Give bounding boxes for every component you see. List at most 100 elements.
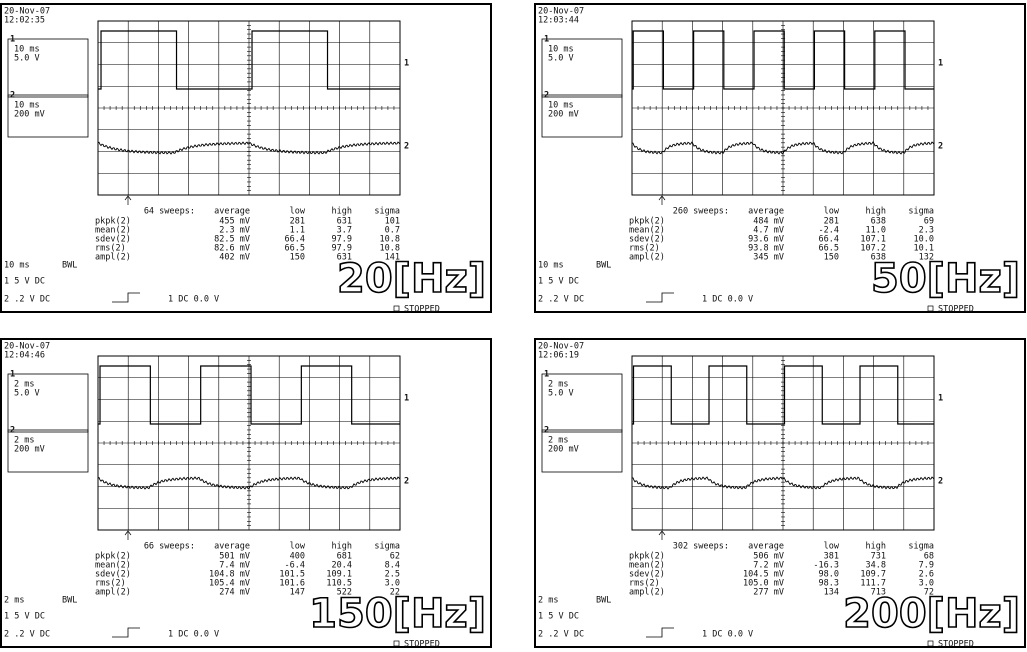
sweeps: 64 sweeps: bbox=[144, 207, 195, 217]
frequency-label: 150[Hz] bbox=[309, 591, 486, 637]
status-box bbox=[394, 641, 399, 646]
stats-header: high bbox=[866, 542, 886, 552]
stats-cell: 402 mV bbox=[219, 253, 250, 263]
trigger: 1 DC 0.0 V bbox=[702, 630, 753, 640]
channel-label: 1 bbox=[10, 370, 15, 380]
frequency-label: 50[Hz] bbox=[871, 256, 1020, 302]
stats-cell: 134 bbox=[824, 588, 839, 598]
screen: {"panels": [ {"date": "20-Nov-07", "time… bbox=[0, 0, 1027, 650]
sweeps: 66 sweeps: bbox=[144, 542, 195, 552]
volt-div: 200 mV bbox=[548, 110, 579, 120]
stats-cell: ampl(2) bbox=[629, 253, 665, 263]
channel-marker: 2 bbox=[404, 477, 409, 487]
volt-div: 200 mV bbox=[548, 445, 579, 455]
stats-cell: 274 mV bbox=[219, 588, 250, 598]
channel-marker: 1 bbox=[404, 394, 409, 404]
scope-panel: 20-Nov-0712:03:44110 ms5.0 V210 ms200 mV… bbox=[534, 3, 1026, 313]
stats-header: sigma bbox=[374, 542, 400, 552]
stats-header: sigma bbox=[908, 207, 934, 217]
volt-div: 200 mV bbox=[14, 445, 45, 455]
stats-cell: 150 bbox=[290, 253, 305, 263]
stats-cell: 345 mV bbox=[753, 253, 784, 263]
ch2-setting: 2 .2 V DC bbox=[538, 630, 584, 640]
channel-marker: 2 bbox=[404, 142, 409, 152]
stats-cell: 277 mV bbox=[753, 588, 784, 598]
channel-label: 2 bbox=[544, 426, 549, 436]
ch1-setting: 1 5 V DC bbox=[538, 277, 579, 287]
trigger-arrow bbox=[659, 196, 665, 205]
stats-cell: 147 bbox=[290, 588, 305, 598]
stats-header: sigma bbox=[374, 207, 400, 217]
stats-header: high bbox=[332, 207, 352, 217]
channel-marker: 1 bbox=[938, 394, 943, 404]
stats-header: average bbox=[748, 542, 784, 552]
trigger: 1 DC 0.0 V bbox=[702, 295, 753, 305]
ch1-setting: 1 5 V DC bbox=[4, 612, 45, 622]
scope-screen: 20-Nov-0712:04:4612 ms5.0 V22 ms200 mV12… bbox=[0, 338, 492, 648]
status: STOPPED bbox=[404, 640, 440, 649]
stats-header: low bbox=[290, 207, 306, 217]
channel-marker: 1 bbox=[404, 59, 409, 69]
bwl: BWL bbox=[596, 596, 611, 606]
scope-panel: 20-Nov-0712:02:35110 ms5.0 V210 ms200 mV… bbox=[0, 3, 492, 313]
time: 12:04:46 bbox=[4, 351, 45, 361]
volt-div: 5.0 V bbox=[14, 389, 40, 399]
frequency-label: 20[Hz] bbox=[337, 256, 486, 302]
timebase: 2 ms bbox=[538, 596, 558, 606]
timebase: 2 ms bbox=[4, 596, 24, 606]
ch2-setting: 2 .2 V DC bbox=[4, 630, 50, 640]
status: STOPPED bbox=[938, 305, 974, 314]
ch1-setting: 1 5 V DC bbox=[4, 277, 45, 287]
scope-panel: 20-Nov-0712:04:4612 ms5.0 V22 ms200 mV12… bbox=[0, 338, 492, 648]
stats-header: average bbox=[748, 207, 784, 217]
ch2-setting: 2 .2 V DC bbox=[4, 295, 50, 305]
channel-label: 1 bbox=[10, 35, 15, 45]
status: STOPPED bbox=[938, 640, 974, 649]
volt-div: 200 mV bbox=[14, 110, 45, 120]
status-box bbox=[928, 306, 933, 311]
time: 12:03:44 bbox=[538, 16, 579, 26]
trigger: 1 DC 0.0 V bbox=[168, 630, 219, 640]
ch1-setting: 1 5 V DC bbox=[538, 612, 579, 622]
channel-marker: 2 bbox=[938, 477, 943, 487]
trigger-icon bbox=[646, 628, 674, 637]
channel-marker: 1 bbox=[938, 59, 943, 69]
trigger-arrow bbox=[125, 196, 131, 205]
trigger-icon bbox=[646, 293, 674, 302]
sweeps: 260 sweeps: bbox=[673, 207, 729, 217]
stats-header: high bbox=[332, 542, 352, 552]
trigger-icon bbox=[112, 628, 140, 637]
time: 12:06:19 bbox=[538, 351, 579, 361]
scope-screen: 20-Nov-0712:03:44110 ms5.0 V210 ms200 mV… bbox=[534, 3, 1026, 313]
stats-cell: ampl(2) bbox=[629, 588, 665, 598]
stats-header: sigma bbox=[908, 542, 934, 552]
timebase: 10 ms bbox=[538, 261, 564, 271]
stats-cell: ampl(2) bbox=[95, 588, 131, 598]
stats-cell: 150 bbox=[824, 253, 839, 263]
trigger-arrow bbox=[659, 531, 665, 540]
channel-label: 1 bbox=[544, 35, 549, 45]
trigger-icon bbox=[112, 293, 140, 302]
bwl: BWL bbox=[62, 261, 77, 271]
status-box bbox=[394, 306, 399, 311]
channel-marker: 2 bbox=[938, 142, 943, 152]
stats-header: low bbox=[290, 542, 306, 552]
volt-div: 5.0 V bbox=[548, 54, 574, 64]
stats-header: average bbox=[214, 207, 250, 217]
channel-label: 1 bbox=[544, 370, 549, 380]
channel-label: 2 bbox=[544, 91, 549, 101]
scope-panel: 20-Nov-0712:06:1912 ms5.0 V22 ms200 mV12… bbox=[534, 338, 1026, 648]
trigger-arrow bbox=[125, 531, 131, 540]
timebase: 10 ms bbox=[4, 261, 30, 271]
stats-header: high bbox=[866, 207, 886, 217]
channel-label: 2 bbox=[10, 91, 15, 101]
bwl: BWL bbox=[62, 596, 77, 606]
ch2-setting: 2 .2 V DC bbox=[538, 295, 584, 305]
stats-header: low bbox=[824, 542, 840, 552]
status-box bbox=[928, 641, 933, 646]
volt-div: 5.0 V bbox=[548, 389, 574, 399]
stats-header: low bbox=[824, 207, 840, 217]
time: 12:02:35 bbox=[4, 16, 45, 26]
